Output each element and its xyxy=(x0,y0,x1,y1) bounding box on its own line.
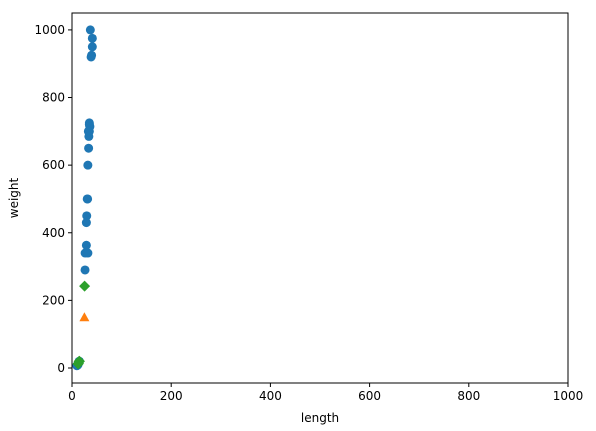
point xyxy=(82,211,92,221)
point xyxy=(87,33,97,43)
point xyxy=(83,194,93,204)
plot-frame xyxy=(71,12,569,384)
x-tick-label: 400 xyxy=(259,389,282,403)
y-axis-label: weight xyxy=(7,177,21,218)
y-tick-label: 0 xyxy=(57,361,65,375)
point xyxy=(79,312,90,322)
y-tick-label: 200 xyxy=(42,293,65,307)
x-tick-label: 200 xyxy=(160,389,183,403)
point xyxy=(79,280,91,292)
point xyxy=(84,131,94,141)
x-tick-label: 0 xyxy=(68,389,76,403)
point xyxy=(80,265,90,275)
point xyxy=(87,50,97,60)
x-axis-label: length xyxy=(301,411,339,425)
y-tick-label: 1000 xyxy=(34,23,65,37)
point xyxy=(83,248,93,258)
point xyxy=(84,143,94,153)
y-tick-label: 800 xyxy=(42,91,65,105)
point xyxy=(87,42,97,52)
y-tick-label: 400 xyxy=(42,226,65,240)
point xyxy=(83,160,93,170)
point xyxy=(81,240,91,250)
x-tick-label: 1000 xyxy=(553,389,584,403)
x-tick-label: 600 xyxy=(358,389,381,403)
y-tick-label: 600 xyxy=(42,158,65,172)
point xyxy=(72,358,84,370)
point xyxy=(85,25,95,35)
x-tick-label: 800 xyxy=(457,389,480,403)
point xyxy=(81,218,91,228)
